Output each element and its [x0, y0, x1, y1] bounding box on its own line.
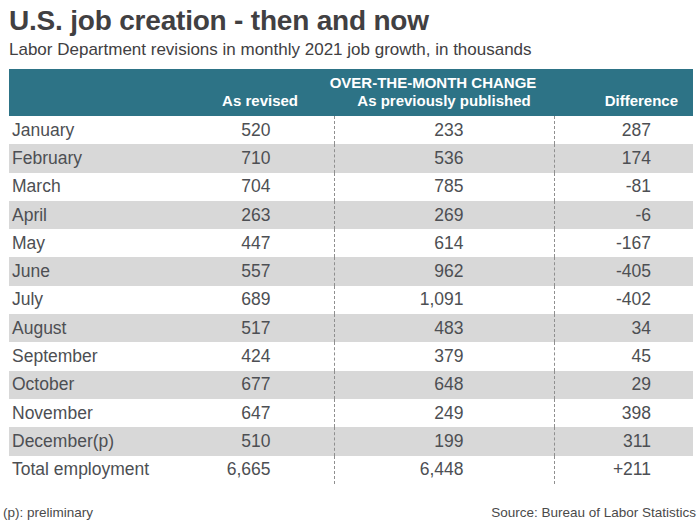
page-title: U.S. job creation - then and now	[9, 4, 700, 38]
table-row-august: August 517 483 34	[9, 314, 693, 342]
month-cell: October	[9, 371, 173, 399]
table-row-july: July 689 1,091 -402	[9, 286, 693, 314]
revised-cell: 689	[173, 286, 334, 314]
source-credit: Source: Bureau of Labor Statistics	[491, 505, 696, 520]
difference-cell: 398	[554, 399, 693, 427]
difference-cell: 34	[554, 314, 693, 342]
revised-cell: 710	[173, 144, 334, 172]
revised-cell: 647	[173, 399, 334, 427]
jobs-table: OVER-THE-MONTH CHANGE As revised As prev…	[9, 69, 693, 484]
month-cell: December(p)	[9, 427, 173, 455]
previous-cell: 536	[334, 144, 554, 172]
revised-cell: 704	[173, 173, 334, 201]
job-creation-graphic: U.S. job creation - then and now Labor D…	[0, 0, 700, 520]
revised-cell: 510	[173, 427, 334, 455]
month-cell: August	[9, 314, 173, 342]
column-header-as-previously-published: As previously published	[334, 92, 554, 116]
previous-cell: 269	[334, 201, 554, 229]
month-cell: July	[9, 286, 173, 314]
revised-cell: 447	[173, 229, 334, 257]
table-row-march: March 704 785 -81	[9, 173, 693, 201]
difference-cell: -405	[554, 257, 693, 285]
previous-cell: 6,448	[334, 456, 554, 484]
month-cell: Total employment	[9, 456, 173, 484]
table-row-october: October 677 648 29	[9, 371, 693, 399]
previous-cell: 962	[334, 257, 554, 285]
header-spacer	[9, 92, 173, 116]
month-cell: January	[9, 116, 173, 144]
table-row-september: September 424 379 45	[9, 342, 693, 370]
column-header-difference: Difference	[554, 92, 693, 116]
difference-cell: 45	[554, 342, 693, 370]
difference-cell: 174	[554, 144, 693, 172]
table-row-april: April 263 269 -6	[9, 201, 693, 229]
previous-cell: 1,091	[334, 286, 554, 314]
difference-cell: -6	[554, 201, 693, 229]
revised-cell: 517	[173, 314, 334, 342]
previous-cell: 249	[334, 399, 554, 427]
footer: (p): preliminary Source: Bureau of Labor…	[0, 505, 700, 520]
preliminary-footnote: (p): preliminary	[3, 505, 93, 520]
previous-cell: 483	[334, 314, 554, 342]
difference-cell: -402	[554, 286, 693, 314]
month-cell: May	[9, 229, 173, 257]
table-row-total-employment: Total employment 6,665 6,448 +211	[9, 456, 693, 484]
page-subtitle: Labor Department revisions in monthly 20…	[9, 40, 700, 60]
month-cell: September	[9, 342, 173, 370]
difference-cell: +211	[554, 456, 693, 484]
table-row-december: December(p) 510 199 311	[9, 427, 693, 455]
difference-cell: 287	[554, 116, 693, 144]
table-row-february: February 710 536 174	[9, 144, 693, 172]
previous-cell: 785	[334, 173, 554, 201]
group-header-over-the-month-change: OVER-THE-MONTH CHANGE	[173, 69, 693, 92]
revised-cell: 520	[173, 116, 334, 144]
previous-cell: 614	[334, 229, 554, 257]
table-row-november: November 647 249 398	[9, 399, 693, 427]
month-cell: March	[9, 173, 173, 201]
month-cell: November	[9, 399, 173, 427]
revised-cell: 263	[173, 201, 334, 229]
table-row-january: January 520 233 287	[9, 116, 693, 144]
previous-cell: 199	[334, 427, 554, 455]
previous-cell: 379	[334, 342, 554, 370]
month-cell: April	[9, 201, 173, 229]
revised-cell: 424	[173, 342, 334, 370]
month-cell: June	[9, 257, 173, 285]
header-spacer	[9, 69, 173, 92]
difference-cell: 29	[554, 371, 693, 399]
table-body: January 520 233 287 February 710 536 174…	[9, 116, 693, 484]
column-header-as-revised: As revised	[173, 92, 334, 116]
month-cell: February	[9, 144, 173, 172]
difference-cell: 311	[554, 427, 693, 455]
difference-cell: -81	[554, 173, 693, 201]
table-row-may: May 447 614 -167	[9, 229, 693, 257]
table-row-june: June 557 962 -405	[9, 257, 693, 285]
difference-cell: -167	[554, 229, 693, 257]
table-header: OVER-THE-MONTH CHANGE As revised As prev…	[9, 69, 693, 116]
revised-cell: 6,665	[173, 456, 334, 484]
previous-cell: 648	[334, 371, 554, 399]
previous-cell: 233	[334, 116, 554, 144]
revised-cell: 557	[173, 257, 334, 285]
revised-cell: 677	[173, 371, 334, 399]
